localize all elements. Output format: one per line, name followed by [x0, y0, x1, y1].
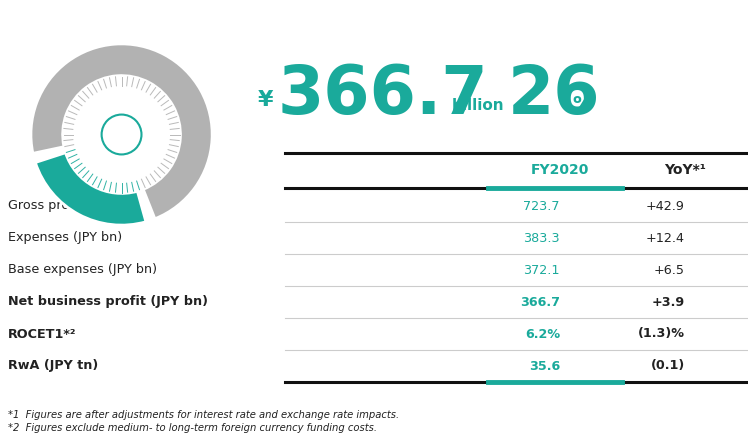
- Text: 383.3: 383.3: [524, 232, 560, 244]
- Text: billion: billion: [452, 97, 505, 112]
- Text: Base expenses (JPY bn): Base expenses (JPY bn): [8, 264, 157, 277]
- Text: 26: 26: [508, 62, 601, 128]
- Wedge shape: [35, 153, 146, 225]
- Text: +42.9: +42.9: [646, 199, 685, 213]
- Text: Gross profit (JPY bn): Gross profit (JPY bn): [8, 199, 135, 213]
- Text: YoY*¹: YoY*¹: [664, 163, 706, 177]
- Text: 6.2%: 6.2%: [525, 328, 560, 340]
- Text: 366.7: 366.7: [278, 62, 488, 128]
- Text: +12.4: +12.4: [646, 232, 685, 244]
- Text: 35.6: 35.6: [529, 359, 560, 373]
- Text: +3.9: +3.9: [652, 295, 685, 309]
- Text: %: %: [572, 96, 592, 115]
- Text: Expenses (JPY bn): Expenses (JPY bn): [8, 232, 122, 244]
- Text: ¥: ¥: [258, 90, 274, 110]
- Text: +6.5: +6.5: [654, 264, 685, 277]
- Text: *2  Figures exclude medium- to long-term foreign currency funding costs.: *2 Figures exclude medium- to long-term …: [8, 423, 377, 433]
- Text: Net business profit (JPY bn): Net business profit (JPY bn): [8, 295, 208, 309]
- Text: ROCET1*²: ROCET1*²: [8, 328, 76, 340]
- Text: 723.7: 723.7: [524, 199, 560, 213]
- Text: *1  Figures are after adjustments for interest rate and exchange rate impacts.: *1 Figures are after adjustments for int…: [8, 410, 399, 420]
- Text: RwA (JPY tn): RwA (JPY tn): [8, 359, 98, 373]
- Wedge shape: [31, 44, 212, 219]
- Text: (1.3)%: (1.3)%: [638, 328, 685, 340]
- Text: 372.1: 372.1: [524, 264, 560, 277]
- Text: 366.7: 366.7: [520, 295, 560, 309]
- Text: FY2020: FY2020: [531, 163, 589, 177]
- Text: (0.1): (0.1): [651, 359, 685, 373]
